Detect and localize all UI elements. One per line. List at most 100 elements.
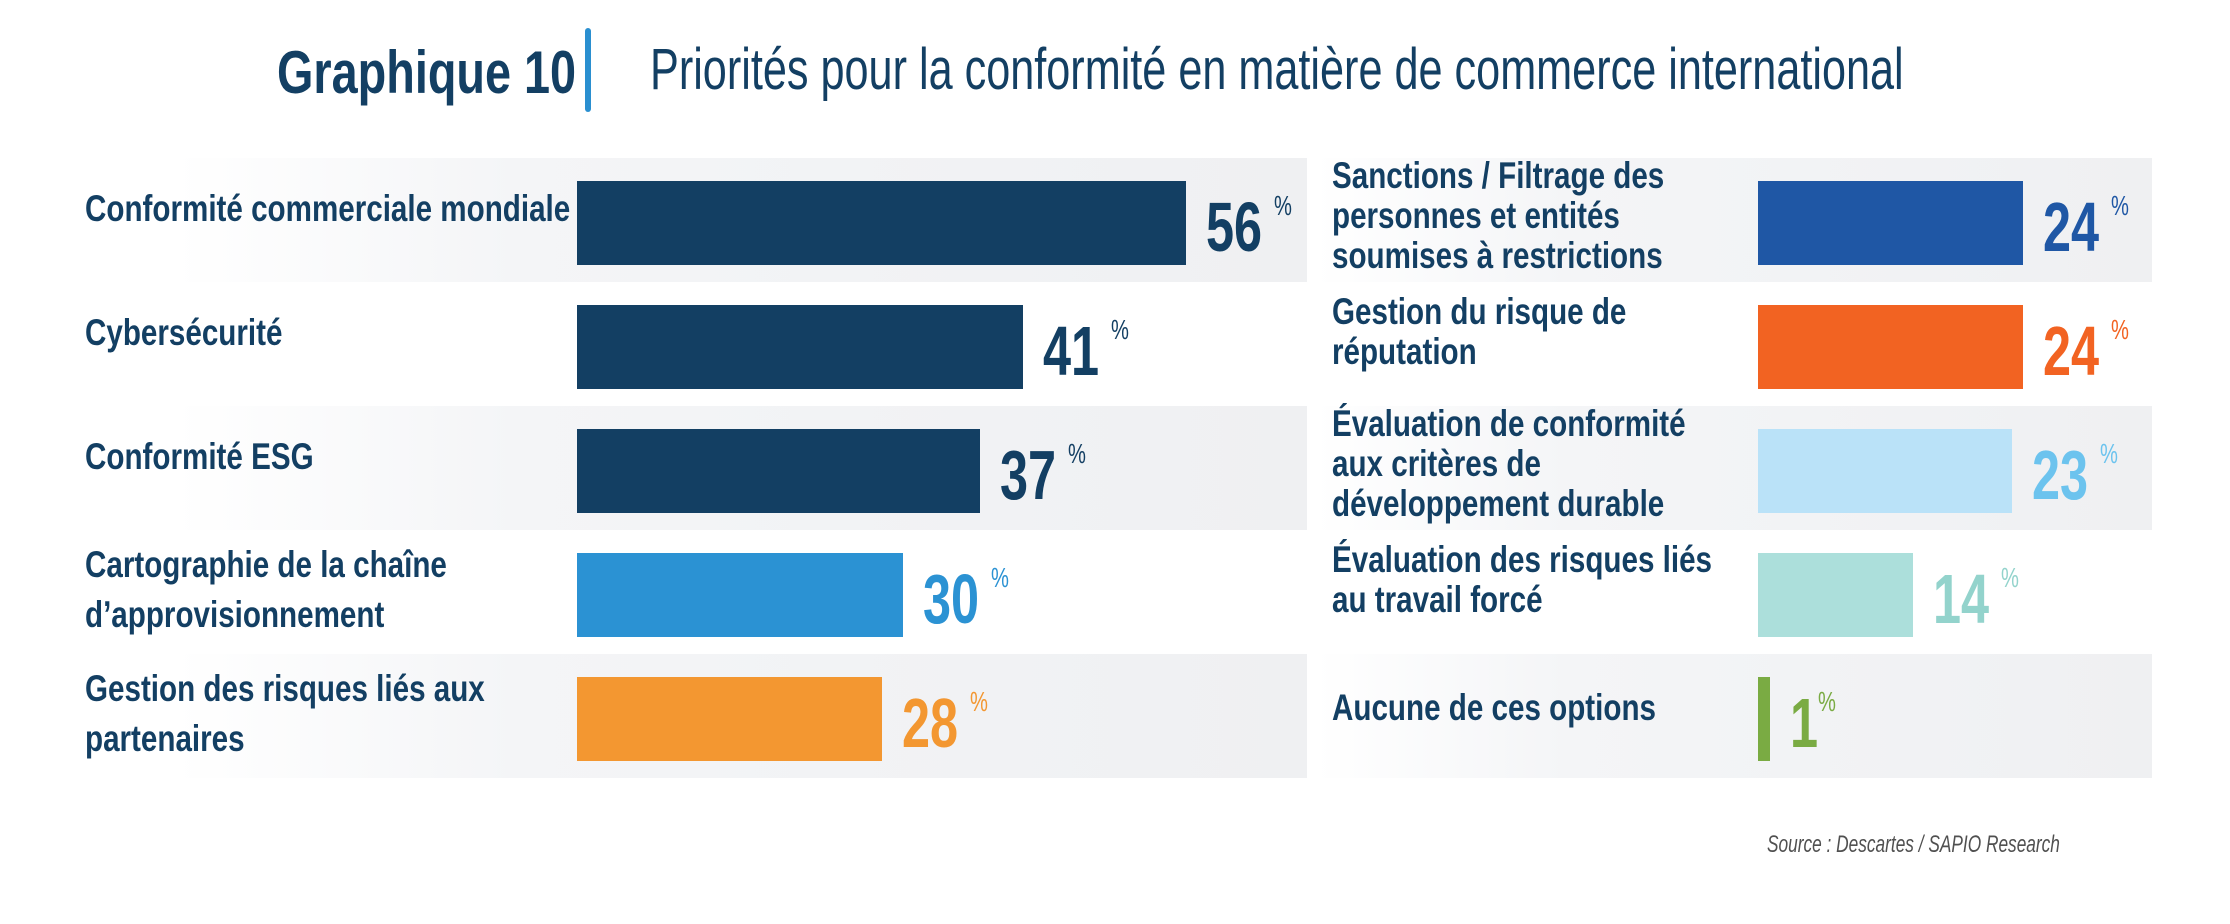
category-label: Aucune de ces options [1332, 688, 1737, 728]
category-label: Sanctions / Filtrage des personnes et ent… [1332, 156, 1747, 276]
percent-sign: % [2111, 316, 2136, 344]
category-label-text: Gestion du risque de [1332, 291, 1627, 332]
bar-left-4 [577, 553, 904, 637]
data-label-value: 24 [2043, 312, 2100, 390]
data-label-value: 14 [1932, 560, 1989, 638]
bar-right-3 [1758, 429, 2013, 513]
chart-title: Priorités pour la conformité en matière … [650, 35, 2230, 105]
bar-left-3 [577, 429, 980, 513]
percent-sign: % [1274, 192, 1299, 220]
data-label-value: 56 [1206, 188, 1263, 266]
data-label: 1 [1790, 688, 1829, 758]
source-note: Source : Descartes / SAPIO Research [1767, 830, 2174, 860]
category-label-line: personnes et entités [1332, 196, 1747, 236]
percent-sign: % [1818, 688, 1843, 716]
data-label: 56 [1206, 192, 1284, 262]
percent-sign: % [1068, 440, 1093, 468]
data-label: 28 [902, 688, 980, 758]
percent-sign-text: % [1067, 438, 1086, 469]
category-label-text: développement durable [1332, 483, 1665, 524]
category-label-line: réputation [1332, 332, 1700, 372]
category-label-line: Sanctions / Filtrage des [1332, 156, 1747, 196]
data-label: 23 [2032, 440, 2110, 510]
percent-sign-text: % [1111, 314, 1130, 345]
percent-sign: % [991, 564, 1016, 592]
category-label: Conformité ESG [85, 432, 371, 482]
percent-sign: % [2001, 564, 2026, 592]
category-label: Gestion du risque de réputation [1332, 292, 1700, 372]
chart-number-text: Graphique 10 [277, 39, 577, 106]
percent-sign: % [1111, 316, 1136, 344]
data-label-value: 41 [1043, 312, 1100, 390]
category-label-line: Cybersécurité [85, 308, 332, 358]
data-label: 41 [1043, 316, 1121, 386]
category-label-text: Aucune de ces options [1332, 687, 1657, 728]
bar-left-1 [577, 181, 1187, 265]
category-label-text: réputation [1332, 331, 1477, 372]
category-label-text: personnes et entités [1332, 195, 1620, 236]
data-label-value: 24 [2043, 188, 2100, 266]
percent-sign-text: % [1274, 190, 1293, 221]
category-label-line: Gestion des risques liés aux [85, 664, 585, 714]
category-label-line: d’approvisionnement [85, 590, 537, 640]
data-label-value: 28 [901, 684, 958, 762]
category-label-text: Évaluation des risques liés [1332, 539, 1713, 580]
category-label-line: Conformité commerciale mondiale [85, 184, 692, 234]
data-label-value: 30 [923, 560, 980, 638]
category-label-text: soumises à restrictions [1332, 235, 1663, 276]
data-label-value: 37 [999, 436, 1056, 514]
chart-title-text: Priorités pour la conformité en matière … [650, 37, 1904, 102]
category-label: Gestion des risques liés aux partenaires [85, 664, 585, 764]
category-label-line: développement durable [1332, 484, 1774, 524]
category-label-text: d’approvisionnement [85, 594, 385, 635]
category-label-text: Cartographie de la chaîne [85, 544, 447, 585]
category-label-line: au travail forcé [1332, 580, 1807, 620]
chart-row [1315, 406, 2152, 530]
category-label: Conformité commerciale mondiale [85, 184, 692, 234]
category-label-line: Gestion du risque de [1332, 292, 1700, 332]
data-label: 14 [1933, 564, 2011, 634]
data-label: 24 [2043, 316, 2121, 386]
category-label-text: Conformité commerciale mondiale [85, 188, 571, 229]
category-label-text: Évaluation de conformité [1332, 403, 1686, 444]
bar-right-5 [1758, 677, 1770, 761]
category-label-text: partenaires [85, 718, 245, 759]
title-divider [585, 28, 591, 112]
percent-sign-text: % [969, 686, 988, 717]
category-label-text: au travail forcé [1332, 579, 1543, 620]
data-label-value: 1 [1790, 684, 1819, 762]
percent-sign-text: % [991, 562, 1010, 593]
category-label-text: Cybersécurité [85, 312, 283, 353]
source-text: Source : Descartes / SAPIO Research [1767, 831, 2060, 858]
percent-sign: % [2111, 192, 2136, 220]
bar-left-5 [577, 677, 882, 761]
data-label-value: 23 [2032, 436, 2089, 514]
bar-right-2 [1758, 305, 2024, 389]
data-label: 24 [2043, 192, 2121, 262]
category-label-text: Conformité ESG [85, 436, 314, 477]
percent-sign-text: % [2111, 190, 2130, 221]
bar-right-4 [1758, 553, 1913, 637]
category-label: Cartographie de la chaîne d’approvisionne… [85, 540, 537, 640]
percent-sign-text: % [2111, 314, 2130, 345]
chart-row [1315, 654, 2152, 778]
category-label-line: Évaluation des risques liés [1332, 540, 1807, 580]
category-label-line: soumises à restrictions [1332, 236, 1747, 276]
chart-number: Graphique 10 [277, 38, 660, 108]
category-label-line: Évaluation de conformité [1332, 404, 1774, 444]
percent-sign-text: % [1818, 686, 1836, 717]
percent-sign: % [970, 688, 995, 716]
percent-sign-text: % [2000, 562, 2019, 593]
category-label-line: Conformité ESG [85, 432, 371, 482]
category-label-line: Aucune de ces options [1332, 688, 1737, 728]
category-label: Évaluation des risques liés au travail fo… [1332, 540, 1807, 620]
category-label-line: Cartographie de la chaîne [85, 540, 537, 590]
data-label: 30 [923, 564, 1001, 634]
category-label: Cybersécurité [85, 308, 332, 358]
category-label-text: Gestion des risques liés aux [85, 668, 485, 709]
bar-right-1 [1758, 181, 2024, 265]
category-label-line: aux critères de [1332, 444, 1774, 484]
category-label-text: aux critères de [1332, 443, 1541, 484]
bar-left-2 [577, 305, 1024, 389]
category-label-line: partenaires [85, 714, 585, 764]
